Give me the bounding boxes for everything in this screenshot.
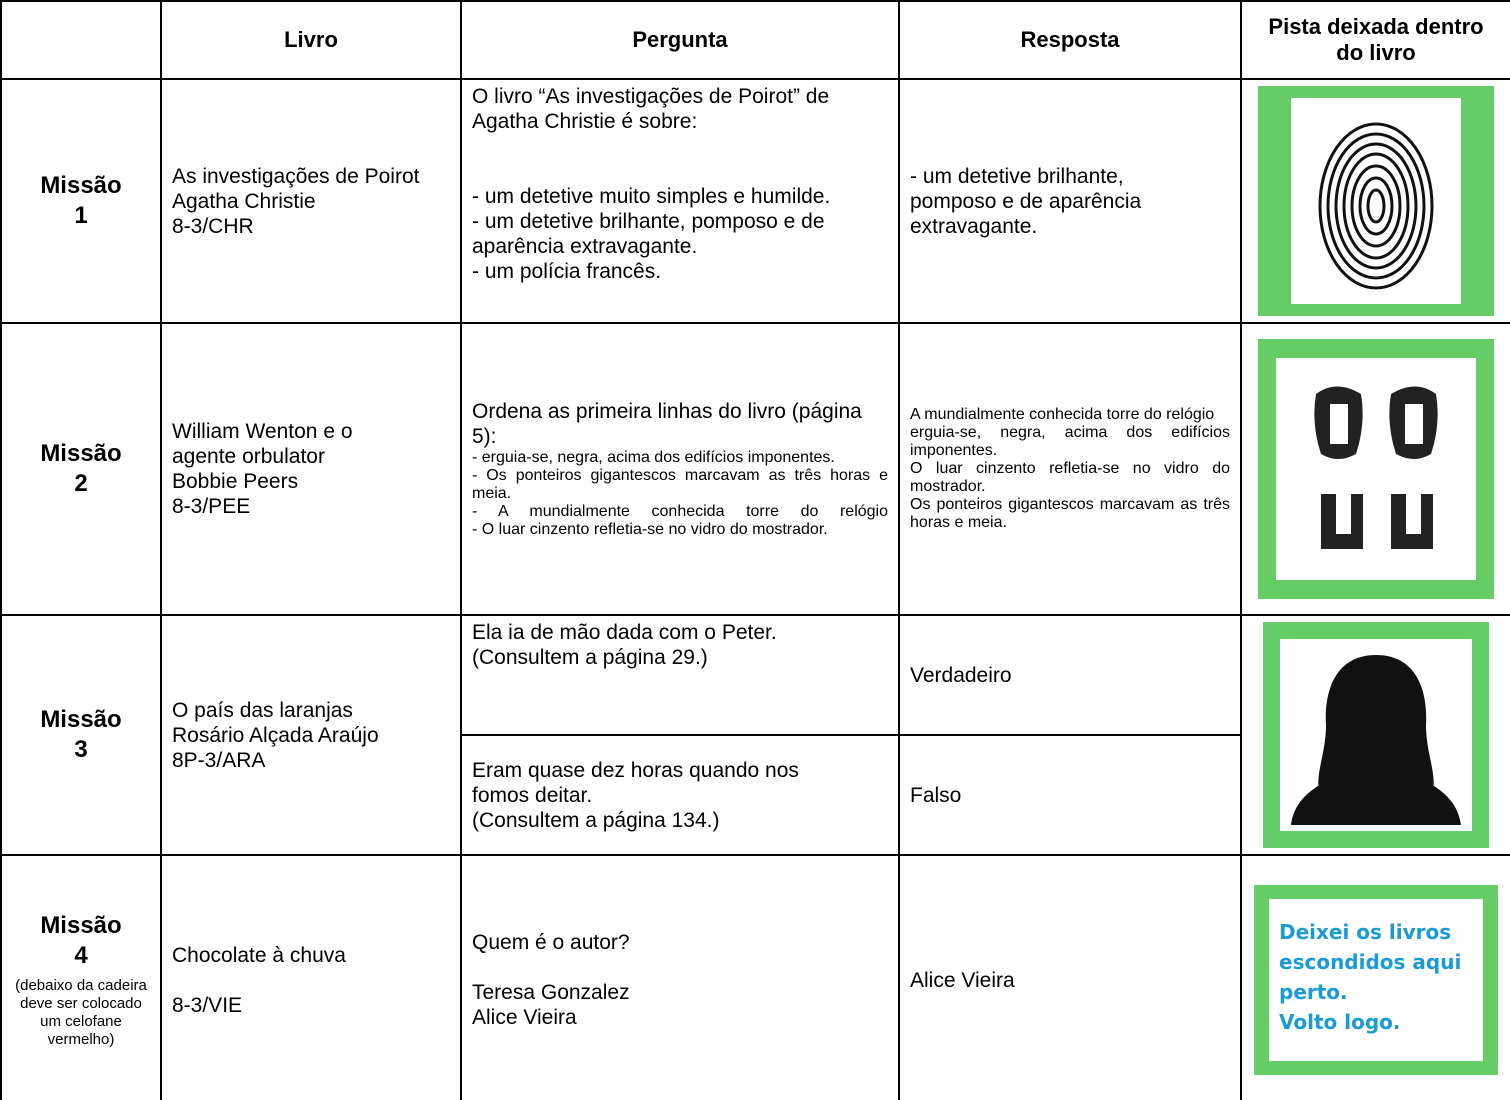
clue-note: Deixei os livros escondidos aqui perto. V… bbox=[1269, 899, 1483, 1061]
question: Eram quase dez horas quando nos fomos de… bbox=[472, 758, 799, 807]
question-cell: Eram quase dez horas quando nos fomos de… bbox=[460, 734, 900, 856]
clue-cell bbox=[1240, 614, 1510, 856]
answer-cell: - um detetive brilhante, pomposo e de ap… bbox=[898, 78, 1242, 324]
book-line: 8P-3/ARA bbox=[172, 748, 266, 772]
clue-cell: Deixei os livros escondidos aqui perto. V… bbox=[1240, 854, 1510, 1100]
header-row: Livro Pergunta Resposta Pista deixada de… bbox=[0, 0, 1510, 80]
clue-frame bbox=[1258, 339, 1494, 599]
header-cell: Pista deixada dentro do livro bbox=[1240, 0, 1510, 80]
mission-number: 1 bbox=[74, 202, 88, 229]
book-cell: Chocolate à chuva 8-3/VIE bbox=[160, 854, 462, 1100]
option: - erguia-se, negra, acima dos edifícios … bbox=[472, 449, 835, 466]
clue-line: Deixei os livros escondidos aqui perto. bbox=[1279, 920, 1462, 1004]
mission: Missão bbox=[40, 440, 122, 467]
book-line: Agatha Christie bbox=[172, 189, 316, 213]
option: - um polícia francês. bbox=[472, 260, 662, 283]
clue-frame bbox=[1263, 622, 1489, 848]
answer-cell: Falso bbox=[898, 734, 1242, 856]
question-cell: Quem é o autor? Teresa Gonzalez Alice Viei… bbox=[460, 854, 900, 1100]
book-line: Chocolate à chuva bbox=[172, 943, 346, 967]
option: (Consultem a página 134.) bbox=[472, 808, 720, 832]
answer-line: A mundialmente conhecida torre do relógi… bbox=[910, 406, 1215, 423]
clue-cell bbox=[1240, 322, 1510, 616]
mission-cell: Missão 2 bbox=[0, 322, 162, 616]
mission-note: (debaixo da cadeira deve ser colocado um… bbox=[15, 977, 147, 1048]
option: - A mundialmente conhecida torre do reló… bbox=[472, 503, 888, 520]
footprints-icon bbox=[1314, 386, 1438, 549]
option: - um detetive brilhante, pomposo e de ap… bbox=[472, 210, 825, 258]
question: O livro “As investigações de Poirot” de … bbox=[472, 85, 830, 133]
book-line: Bobbie Peers bbox=[172, 470, 299, 493]
option: - um detetive muito simples e humilde. bbox=[472, 185, 831, 208]
clue-line: Volto logo. bbox=[1279, 1010, 1401, 1034]
answer-cell: Alice Vieira bbox=[898, 854, 1242, 1100]
header-cell: Pergunta bbox=[460, 0, 900, 80]
option: Alice Vieira bbox=[472, 1006, 577, 1029]
option: Teresa Gonzalez bbox=[472, 981, 630, 1004]
silhouette-icon bbox=[1291, 655, 1461, 825]
question-cell: Ela ia de mão dada com o Peter. (Consulte… bbox=[460, 614, 900, 736]
mission: Missão bbox=[40, 912, 122, 939]
question-cell: O livro “As investigações de Poirot” de … bbox=[460, 78, 900, 324]
mission-number: 2 bbox=[74, 470, 88, 497]
fingerprint-icon bbox=[1318, 122, 1434, 290]
row: Eram quase dez horas quando nos fomos de… bbox=[1, 734, 1510, 856]
clue-frame bbox=[1258, 86, 1494, 316]
header-cell: Livro bbox=[160, 0, 462, 80]
answer-line: erguia-se, negra, acima dos edifícios im… bbox=[910, 424, 1230, 459]
header-cell: Resposta bbox=[898, 0, 1242, 80]
question: Ela ia de mão dada com o Peter. bbox=[472, 621, 777, 644]
clue-cell bbox=[1240, 78, 1510, 324]
answer: Alice Vieira bbox=[910, 968, 1015, 992]
mission-cell: Missão 3 bbox=[0, 614, 162, 856]
question: Ordena as primeira linhas do livro (pági… bbox=[472, 400, 862, 448]
answer-cell: A mundialmente conhecida torre do relógi… bbox=[898, 322, 1242, 616]
mission: Missão bbox=[40, 706, 122, 733]
book-cell: William Wenton e o agente orbulator Bobbi… bbox=[160, 322, 462, 616]
mission-number: 3 bbox=[74, 736, 88, 763]
row: Missão 4 (debaixo da cadeira deve ser colo… bbox=[0, 854, 1510, 1100]
mission: Missão bbox=[40, 172, 122, 199]
answer: Falso bbox=[910, 783, 962, 807]
book-cell: O país das laranjas Rosário Alçada Araújo… bbox=[160, 614, 462, 856]
row: Missão 1 As investigações de Poirot Agatha… bbox=[0, 78, 1510, 324]
answer: - um detetive brilhante, pomposo e de ap… bbox=[910, 164, 1142, 238]
row: Missão 3 O país das laranjas Rosário Alçad… bbox=[0, 614, 1510, 856]
book-line: William Wenton e o agente orbulator bbox=[172, 420, 353, 468]
book-cell: As investigações de Poirot Agatha Christi… bbox=[160, 78, 462, 324]
clue-frame: Deixei os livros escondidos aqui perto. V… bbox=[1254, 885, 1498, 1075]
book-line: O país das laranjas bbox=[172, 698, 353, 722]
answer-line: Os ponteiros gigantescos marcavam as trê… bbox=[910, 496, 1230, 531]
option: - O luar cinzento refletia-se no vidro d… bbox=[472, 521, 828, 538]
book-line: As investigações de Poirot bbox=[172, 164, 420, 188]
book-line: 8-3/VIE bbox=[172, 993, 243, 1017]
book-line: 8-3/PEE bbox=[172, 495, 251, 518]
question: Quem é o autor? bbox=[472, 931, 630, 954]
option: (Consultem a página 29.) bbox=[472, 646, 708, 669]
corner-cell bbox=[0, 0, 162, 80]
mission-number: 4 bbox=[74, 942, 88, 969]
answer: Verdadeiro bbox=[910, 663, 1012, 687]
question-cell: Ordena as primeira linhas do livro (pági… bbox=[460, 322, 900, 616]
mission-cell: Missão 4 (debaixo da cadeira deve ser colo… bbox=[0, 854, 162, 1100]
answer-line: O luar cinzento refletia-se no vidro do … bbox=[910, 460, 1230, 495]
row: Missão 2 William Wenton e o agente orbula… bbox=[0, 322, 1510, 616]
book-line: Rosário Alçada Araújo bbox=[172, 723, 379, 747]
option: - Os ponteiros gigantescos marcavam as t… bbox=[472, 467, 888, 502]
answer-cell: Verdadeiro bbox=[898, 614, 1242, 736]
mission-cell: Missão 1 bbox=[0, 78, 162, 324]
book-line: 8-3/CHR bbox=[172, 214, 254, 238]
